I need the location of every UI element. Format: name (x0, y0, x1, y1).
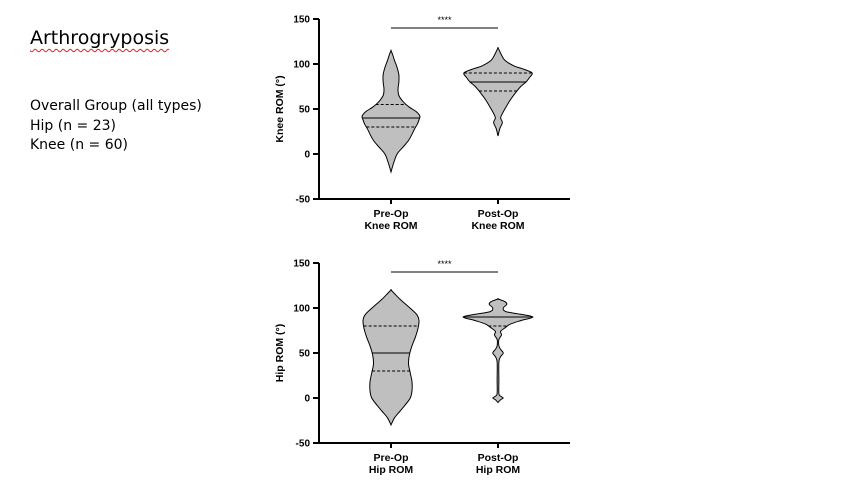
note-knee: Knee (n = 60) (30, 137, 128, 153)
x-tick-label: Post-Op (478, 452, 519, 464)
y-tick-label: 50 (299, 349, 311, 360)
note-hip: Hip (n = 23) (30, 117, 116, 134)
y-axis-label: Knee ROM (°) (274, 75, 286, 142)
violin-shape (462, 298, 534, 404)
x-tick-label: Knee ROM (364, 220, 417, 232)
y-tick-label: 100 (293, 304, 310, 315)
y-tick-label: 0 (304, 150, 310, 161)
violin-shape (463, 46, 533, 137)
y-tick-label: 150 (293, 15, 310, 26)
x-tick-label: Hip ROM (476, 464, 521, 476)
note-overall: Overall Group (all types) (30, 98, 202, 114)
x-tick-label: Pre-Op (373, 452, 408, 464)
x-tick-label: Post-Op (478, 208, 519, 220)
x-tick-label: Knee ROM (471, 220, 524, 232)
violin-shape (362, 289, 420, 427)
y-tick-label: 0 (304, 394, 310, 405)
y-axis-label: Hip ROM (°) (274, 324, 286, 382)
significance-label: **** (437, 15, 452, 25)
y-tick-label: -50 (296, 195, 311, 206)
significance-label: **** (437, 259, 452, 269)
x-tick-label: Hip ROM (369, 464, 414, 476)
y-tick-label: 50 (299, 105, 311, 116)
y-tick-label: -50 (296, 439, 311, 450)
y-tick-label: 100 (293, 60, 310, 71)
violin-shape (361, 49, 421, 174)
slide-title: Arthrogryposis (30, 27, 170, 49)
group-notes: Overall Group (all types) Hip (n = 23) K… (30, 97, 202, 156)
y-tick-label: 150 (293, 259, 310, 270)
x-tick-label: Pre-Op (373, 208, 408, 220)
